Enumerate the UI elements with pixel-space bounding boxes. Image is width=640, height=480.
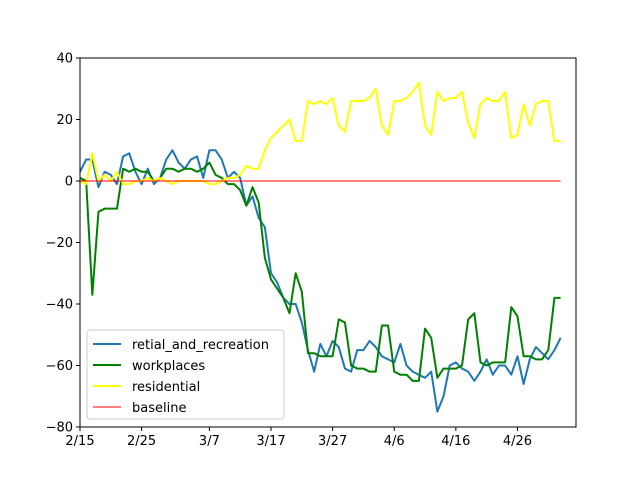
legend-label-baseline: baseline <box>132 401 186 416</box>
legend-label-retial-and-recreation: retial_and_recreation <box>132 338 269 353</box>
legend-box <box>86 329 285 420</box>
x-tick-label: 3/17 <box>256 434 285 449</box>
x-tick-label: 4/6 <box>384 434 405 449</box>
x-tick-label: 3/27 <box>318 434 347 449</box>
legend: retial_and_recreation workplaces residenti… <box>86 329 285 420</box>
x-axis: 2/15 2/25 3/7 3/17 3/27 4/6 4/16 4/26 <box>65 427 532 449</box>
y-tick-label: 20 <box>56 113 73 128</box>
y-tick-label: −80 <box>46 421 73 436</box>
legend-label-residential: residential <box>132 380 200 395</box>
x-tick-label: 4/26 <box>503 434 532 449</box>
y-tick-label: 40 <box>56 52 73 67</box>
x-tick-label: 4/16 <box>441 434 470 449</box>
x-tick-label: 3/7 <box>199 434 220 449</box>
y-tick-label: −20 <box>46 236 73 251</box>
series-layer <box>79 81 562 413</box>
legend-items: retial_and_recreation workplaces residenti… <box>93 338 269 416</box>
y-tick-label: 0 <box>65 175 73 190</box>
x-tick-label: 2/15 <box>65 434 94 449</box>
y-tick-label: −40 <box>46 298 73 313</box>
series-line-residential <box>79 81 561 186</box>
y-axis: 40 20 0 −20 −40 −60 −80 <box>46 52 80 436</box>
legend-label-workplaces: workplaces <box>132 359 205 374</box>
x-tick-label: 2/25 <box>127 434 156 449</box>
y-tick-label: −60 <box>46 359 73 374</box>
